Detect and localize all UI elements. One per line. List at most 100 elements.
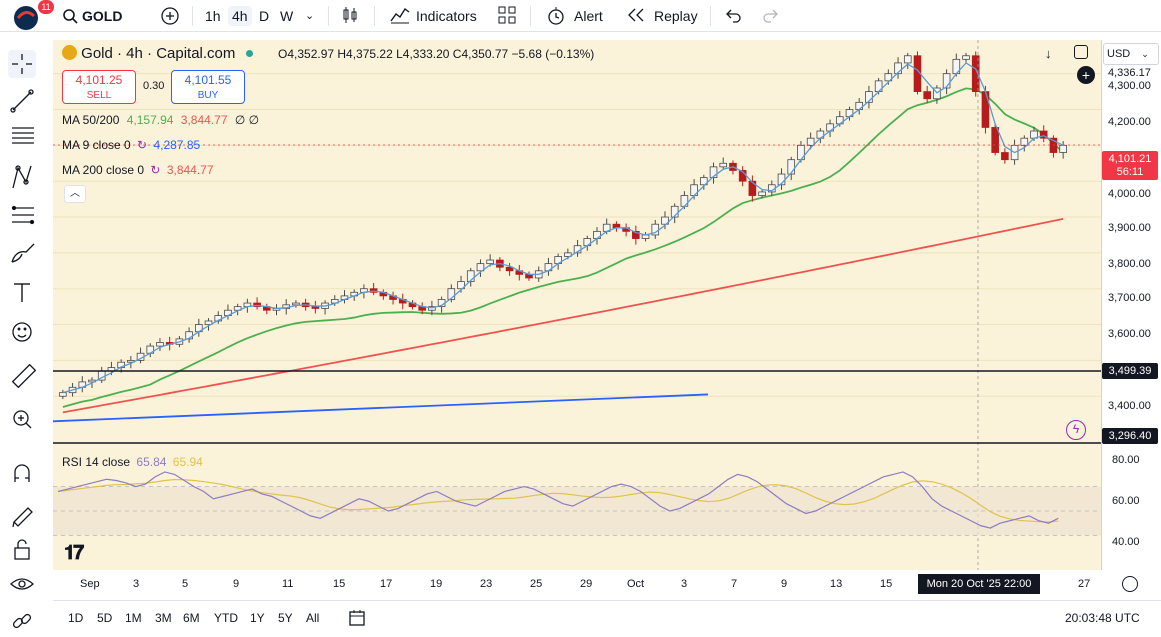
horizontal-lines-icon[interactable] xyxy=(12,127,34,144)
time-axis-label: Oct xyxy=(627,578,645,590)
ma9-value: 4,287.85 xyxy=(153,138,201,152)
loading-icon: ↻ xyxy=(150,163,161,177)
spread-value: 0.30 xyxy=(143,80,165,92)
time-axis-label: 15 xyxy=(333,578,346,590)
range-button-1m[interactable]: 1M xyxy=(125,611,142,625)
add-alert-plus-icon[interactable]: + xyxy=(1077,66,1095,84)
fullscreen-icon[interactable] xyxy=(1074,45,1088,59)
candle-body xyxy=(632,230,640,239)
drawing-toolbar xyxy=(0,40,44,637)
alert-button[interactable]: Alert xyxy=(574,8,603,24)
price-axis-label: 4,000.00 xyxy=(1108,188,1151,200)
indicator-ma9[interactable]: MA 9 close 0 ↻ 4,287.85 xyxy=(62,138,200,152)
buy-button[interactable]: 4,101.55 BUY xyxy=(171,70,245,104)
sell-button[interactable]: 4,101.25 SELL xyxy=(62,70,136,104)
indicator-rsi[interactable]: RSI 14 close 65.84 65.94 xyxy=(62,455,203,469)
trend-line-icon[interactable] xyxy=(10,89,34,113)
candlestick-type-icon[interactable] xyxy=(341,6,359,26)
time-axis-label: 27 xyxy=(1078,578,1091,590)
indicators-button[interactable]: Indicators xyxy=(416,8,477,24)
ma50200-suffix: ∅ ∅ xyxy=(234,113,260,127)
candle-body xyxy=(476,263,485,272)
price-axis-label: 3,900.00 xyxy=(1108,222,1151,234)
range-button-all[interactable]: All xyxy=(306,611,320,625)
collapse-legend-chevron-up-icon[interactable]: ︿ xyxy=(64,185,86,203)
currency-select[interactable]: USD ⌄ xyxy=(1103,43,1159,65)
date-range-calendar-icon[interactable] xyxy=(348,608,368,631)
lock-icon[interactable] xyxy=(14,539,30,560)
timeframe-w[interactable]: W xyxy=(280,8,294,24)
range-button-1y[interactable]: 1Y xyxy=(250,611,265,625)
eye-icon[interactable] xyxy=(10,578,34,590)
candle-body xyxy=(971,55,980,92)
magnet-icon[interactable] xyxy=(14,464,30,482)
timeframe-4h[interactable]: 4h xyxy=(228,6,252,26)
link-icon[interactable] xyxy=(12,613,32,629)
replay-button[interactable]: Replay xyxy=(654,8,698,24)
download-icon[interactable]: ↓ xyxy=(1045,46,1052,61)
time-axis-label: 29 xyxy=(580,578,593,590)
price-chart[interactable] xyxy=(52,40,1101,570)
redo-icon[interactable] xyxy=(762,6,780,26)
candle-body xyxy=(311,306,320,309)
candle-body xyxy=(564,252,572,257)
time-axis-label: Sep xyxy=(80,578,100,590)
market-open-dot xyxy=(245,50,253,57)
logo-icon[interactable]: 11 xyxy=(8,0,54,30)
chevron-down-icon: ⌄ xyxy=(1141,49,1149,59)
time-axis-label: 7 xyxy=(731,578,738,590)
ruler-icon[interactable] xyxy=(11,363,37,389)
time-axis-label: 9 xyxy=(233,578,240,590)
ma50-value: 4,157.94 xyxy=(126,113,174,127)
candle-body xyxy=(680,195,689,207)
candle-body xyxy=(903,55,912,64)
symbol-legend[interactable]: Gold · 4h · Capital.com xyxy=(62,45,253,62)
range-button-6m[interactable]: 6M xyxy=(183,611,200,625)
candle-body xyxy=(962,55,970,60)
symbol-search[interactable]: GOLD xyxy=(82,8,123,24)
replay-rewind-icon[interactable] xyxy=(626,6,646,26)
indicators-icon[interactable] xyxy=(390,6,410,26)
range-button-1d[interactable]: 1D xyxy=(68,611,84,625)
candle-body xyxy=(709,166,718,179)
indicator-ma50200[interactable]: MA 50/200 4,157.94 3,844.77 ∅ ∅ xyxy=(62,113,259,127)
alert-clock-icon[interactable] xyxy=(546,6,566,26)
rsi-ma-line xyxy=(57,478,1059,523)
emoji-icon[interactable] xyxy=(12,322,32,342)
pencil-lock-icon[interactable] xyxy=(12,507,33,528)
lightning-icon[interactable]: ϟ xyxy=(1066,420,1086,440)
add-symbol-icon[interactable] xyxy=(160,6,180,26)
utc-clock[interactable]: 20:03:48 UTC xyxy=(1065,611,1140,625)
range-button-3m[interactable]: 3M xyxy=(155,611,172,625)
timeframe-d[interactable]: D xyxy=(259,8,270,24)
indicator-ma200[interactable]: MA 200 close 0 ↻ 3,844.77 xyxy=(62,163,214,177)
rsi-axis-label: 40.00 xyxy=(1112,536,1140,548)
search-icon[interactable] xyxy=(62,6,78,26)
range-button-5y[interactable]: 5Y xyxy=(278,611,293,625)
ma50200-label: MA 50/200 xyxy=(62,113,120,127)
timeframe-1h[interactable]: 1h xyxy=(205,8,221,24)
range-button-ytd[interactable]: YTD xyxy=(214,611,238,625)
time-axis-label: 13 xyxy=(830,578,843,590)
chart-settings-icon[interactable] xyxy=(1122,576,1138,592)
text-icon[interactable] xyxy=(14,283,30,302)
undo-icon[interactable] xyxy=(724,6,742,26)
time-axis-label: 5 xyxy=(182,578,189,590)
ohlc-values: O4,352.97 H4,375.22 L4,333.20 C4,350.77 … xyxy=(278,47,595,61)
range-button-5d[interactable]: 5D xyxy=(97,611,113,625)
notification-badge: 11 xyxy=(38,0,54,14)
rsi-label: RSI 14 close xyxy=(62,455,131,469)
timeframe-dropdown-chevron-down-icon[interactable]: ⌄ xyxy=(305,10,315,22)
crosshair-icon[interactable] xyxy=(8,50,36,78)
bottom-toolbar xyxy=(53,600,1161,637)
pitchfork-icon[interactable] xyxy=(12,165,32,189)
rsi-line xyxy=(57,471,1059,529)
zoom-in-icon[interactable] xyxy=(13,410,32,429)
currency-label: USD xyxy=(1107,48,1131,60)
layout-grid-icon[interactable] xyxy=(498,6,516,26)
time-axis-label: 3 xyxy=(681,578,688,590)
brush-icon[interactable] xyxy=(11,243,35,263)
fib-retracement-icon[interactable] xyxy=(11,205,35,225)
chart-pane[interactable] xyxy=(52,40,1101,570)
price-axis[interactable] xyxy=(1101,40,1161,570)
